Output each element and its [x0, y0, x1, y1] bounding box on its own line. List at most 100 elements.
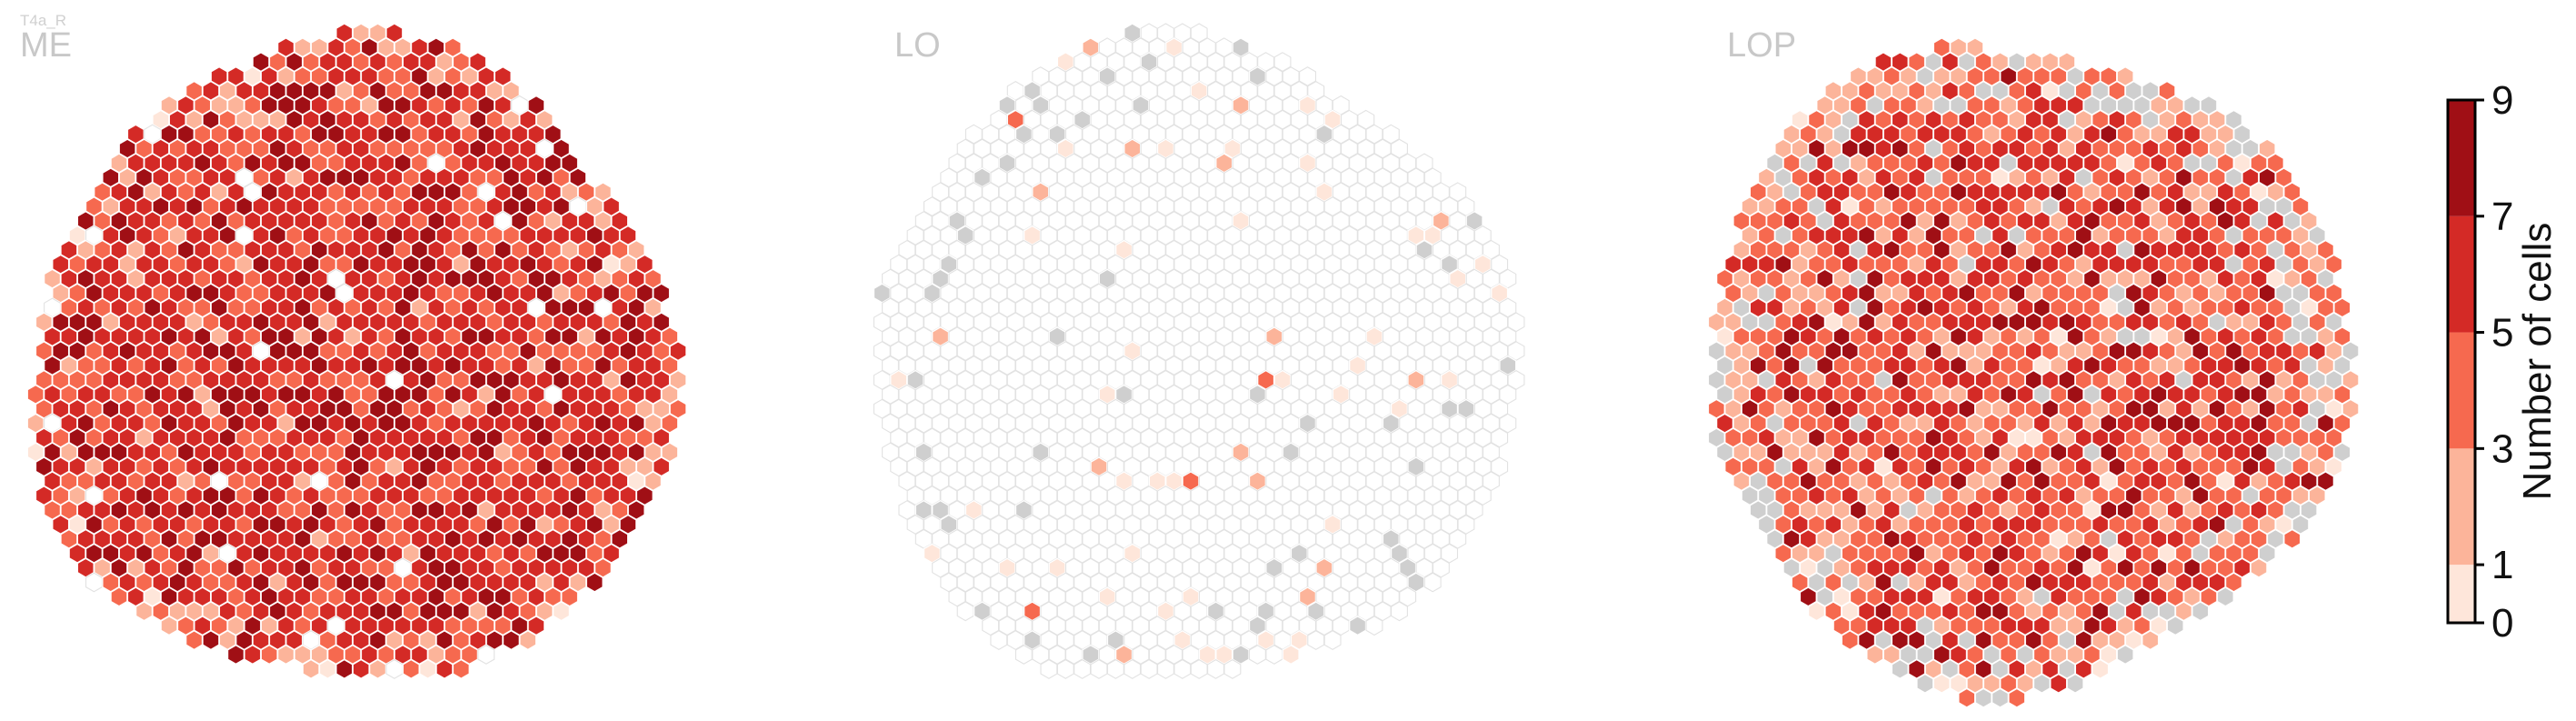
- hex-cell: [1148, 95, 1166, 115]
- hex-cell: [1165, 153, 1183, 174]
- colorbar-bin-0: [2448, 565, 2475, 623]
- hex-cell: [1157, 341, 1174, 362]
- hex-cell: [1173, 486, 1192, 506]
- hex-cell: [906, 514, 924, 535]
- hex-cell: [135, 601, 154, 622]
- hex-cell: [1232, 37, 1250, 58]
- hex-cell: [368, 658, 387, 679]
- hex-cell: [1198, 182, 1216, 203]
- hex-cell: [956, 601, 974, 622]
- hex-cell: [1173, 196, 1192, 217]
- hex-cell: [185, 630, 204, 651]
- hex-cell: [898, 326, 916, 347]
- hex-cell: [1182, 384, 1200, 405]
- hex-cell: [1165, 528, 1183, 549]
- hex-cell: [1223, 658, 1242, 679]
- hex-cell: [1190, 312, 1208, 333]
- hex-cell: [85, 572, 103, 593]
- hex-cell: [244, 644, 262, 666]
- hex-cell: [1190, 341, 1208, 362]
- hex-cell: [1173, 601, 1192, 622]
- hex-cell: [552, 601, 571, 622]
- hex-cell: [1165, 268, 1183, 289]
- hex-cell: [1841, 630, 1859, 651]
- panel-title-lo: LO: [894, 26, 941, 65]
- hex-cell: [1165, 645, 1183, 665]
- hex-cell: [1148, 66, 1166, 86]
- hex-cell: [898, 413, 916, 434]
- hex-cell: [1182, 413, 1200, 434]
- hex-cell: [1148, 442, 1166, 463]
- hex-cell: [1198, 471, 1216, 492]
- colorbar-bin-2: [2448, 332, 2475, 449]
- hex-cell: [1165, 326, 1183, 347]
- hex-cell: [1165, 239, 1183, 260]
- hex-cell: [1157, 514, 1174, 535]
- hex-cell: [1491, 283, 1509, 304]
- hex-cell: [302, 658, 320, 679]
- hex-cell: [1173, 630, 1192, 651]
- hex-cell: [1182, 586, 1200, 607]
- colorbar: 0 1 3 5 7 9 Number of cells: [2446, 78, 2560, 646]
- hex-cell: [1507, 312, 1525, 333]
- hex-cell: [1198, 326, 1216, 347]
- hex-cell: [2092, 658, 2110, 679]
- hex-cell: [1165, 384, 1183, 405]
- hex-cell: [1499, 413, 1517, 434]
- hex-cell: [1157, 658, 1174, 679]
- hex-cell: [1148, 616, 1166, 636]
- hex-cell: [1198, 124, 1216, 145]
- hex-cell: [1165, 211, 1183, 231]
- hex-cell: [1148, 239, 1166, 260]
- hex-cell: [1148, 182, 1166, 203]
- hex-cell: [352, 658, 370, 679]
- hex-cell: [898, 239, 916, 260]
- panel-lo: LO: [873, 23, 1525, 679]
- hex-cell: [1190, 23, 1208, 44]
- hex-cell: [502, 630, 520, 651]
- hex-cell: [1198, 268, 1216, 289]
- hex-cell: [1423, 572, 1442, 593]
- hex-cell: [202, 630, 220, 651]
- hex-cell: [906, 225, 924, 245]
- hex-cell: [1190, 427, 1208, 448]
- hex-cell: [1299, 66, 1316, 86]
- hex-cell: [1323, 630, 1342, 651]
- hex-cell: [1190, 52, 1208, 73]
- hex-cell: [898, 471, 916, 492]
- hex-cell: [402, 658, 420, 679]
- hex-cell: [1173, 427, 1192, 448]
- panel-title-me: ME: [20, 26, 72, 65]
- hex-cell: [1349, 616, 1367, 636]
- hex-cell: [277, 644, 295, 666]
- hex-cell: [1499, 326, 1517, 347]
- hex-cell: [1457, 514, 1475, 535]
- hex-grid-lo: [873, 23, 1525, 679]
- cell-type-label: T4a_R: [20, 12, 66, 29]
- hex-cell: [385, 658, 404, 679]
- colorbar-bin-4: [2448, 100, 2475, 216]
- hex-cell: [1182, 500, 1200, 520]
- hex-cell: [1165, 557, 1183, 578]
- hex-cell: [898, 384, 916, 405]
- hex-cell: [1182, 442, 1200, 463]
- hex-cell: [1190, 283, 1208, 304]
- hex-cell: [1190, 225, 1208, 245]
- hex-cell: [1148, 645, 1166, 665]
- hex-cell: [1391, 138, 1408, 159]
- hex-cell: [1198, 37, 1216, 58]
- hex-cell: [519, 630, 537, 651]
- hex-cell: [1190, 109, 1208, 130]
- hex-cell: [1432, 557, 1450, 578]
- hex-cell: [1198, 355, 1216, 376]
- hex-cell: [2216, 586, 2234, 607]
- hex-cell: [1265, 645, 1283, 665]
- hex-cell: [1441, 543, 1459, 564]
- hex-cell: [1182, 355, 1200, 376]
- hex-cell: [1157, 80, 1174, 101]
- hex-cell: [1198, 211, 1216, 231]
- hex-cell: [1173, 52, 1192, 73]
- hex-cell: [435, 658, 454, 679]
- hex-cell: [1449, 528, 1467, 549]
- hex-cell: [1190, 514, 1208, 535]
